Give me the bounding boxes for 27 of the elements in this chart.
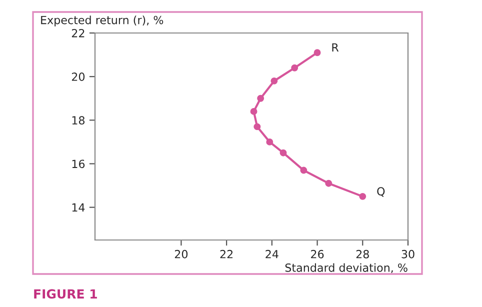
x-tick-label: 22	[220, 250, 233, 258]
point	[300, 166, 308, 174]
y-tick-label: 20	[72, 72, 85, 81]
x-tick-label: 30	[402, 250, 414, 258]
y-axis-title: Expected return (r), %	[41, 16, 164, 26]
point	[291, 64, 298, 72]
x-tick-label: 28	[356, 250, 369, 258]
point	[270, 77, 278, 84]
point	[250, 108, 258, 115]
point	[359, 192, 366, 200]
x-axis-title: Standard deviation, %	[285, 263, 408, 273]
y-tick-label: 22	[72, 28, 84, 38]
y-tick-label: 14	[72, 203, 85, 212]
caption: FIGURE 1	[34, 289, 97, 299]
point	[325, 180, 332, 187]
point	[257, 94, 264, 102]
point	[280, 149, 287, 156]
annotation: Q	[377, 187, 385, 197]
x-tick-label: 24	[266, 250, 278, 258]
annotation: R	[332, 43, 339, 52]
point	[314, 49, 321, 56]
x-tick-label: 20	[174, 250, 188, 258]
x-tick-label: 26	[311, 250, 324, 258]
point	[266, 138, 274, 146]
point	[254, 123, 261, 130]
y-tick-label: 18	[72, 116, 85, 125]
y-tick-label: 16	[72, 160, 85, 168]
